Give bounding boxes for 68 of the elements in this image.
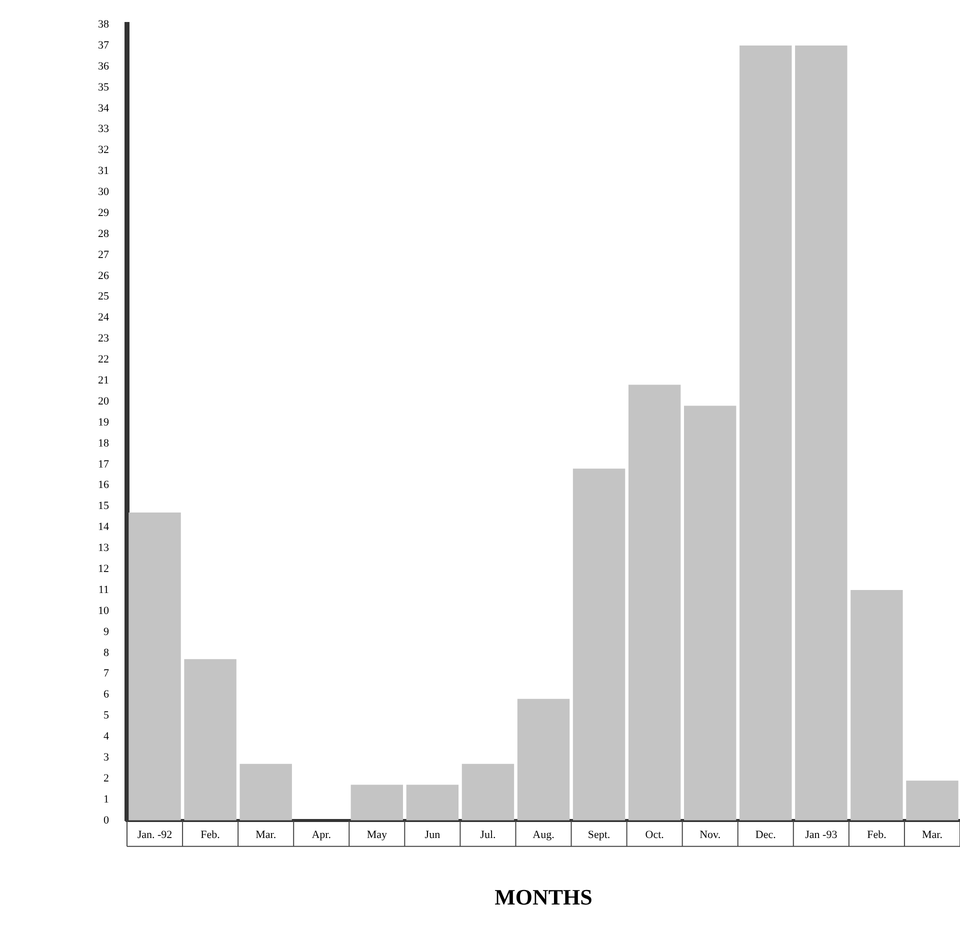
y-tick-label: 34 bbox=[98, 102, 110, 114]
y-tick-label: 36 bbox=[98, 60, 110, 72]
y-tick-label: 0 bbox=[104, 814, 110, 826]
bar bbox=[628, 384, 681, 820]
y-tick-label: 12 bbox=[98, 562, 109, 575]
y-tick-label: 18 bbox=[98, 437, 110, 450]
y-tick-label: 13 bbox=[98, 542, 110, 554]
bar bbox=[240, 764, 292, 820]
x-tick-label: Mar. bbox=[256, 828, 276, 841]
y-tick-label: 29 bbox=[98, 206, 110, 219]
y-tick-label: 32 bbox=[98, 144, 109, 156]
x-tick-label: Oct. bbox=[645, 828, 664, 841]
x-tick-label: Feb. bbox=[867, 828, 887, 841]
y-tick-label: 23 bbox=[98, 332, 110, 345]
y-tick-label: 26 bbox=[98, 270, 110, 282]
x-tick-label: Apr. bbox=[312, 828, 332, 841]
y-tick-label: 19 bbox=[98, 416, 110, 428]
y-tick-label: 15 bbox=[98, 500, 110, 512]
x-tick-label: Sept. bbox=[588, 828, 610, 841]
y-tick-label: 8 bbox=[104, 646, 110, 659]
y-tick-label: 14 bbox=[98, 521, 110, 534]
y-tick-label: 25 bbox=[98, 290, 110, 303]
y-tick-label: 9 bbox=[104, 626, 110, 638]
y-tick-label: 24 bbox=[98, 312, 110, 324]
x-tick-label: Feb. bbox=[200, 828, 220, 841]
y-tick-label: 5 bbox=[104, 710, 110, 722]
bar bbox=[795, 46, 848, 820]
y-tick-label: 3 bbox=[104, 751, 110, 764]
y-tick-label: 20 bbox=[98, 395, 110, 408]
x-tick-label: Jun bbox=[424, 828, 441, 841]
bar bbox=[406, 784, 459, 820]
bar bbox=[850, 590, 903, 820]
bar bbox=[684, 406, 736, 820]
y-tick-label: 7 bbox=[104, 668, 110, 680]
y-tick-label: 30 bbox=[98, 186, 110, 198]
bar bbox=[740, 46, 792, 820]
y-tick-label: 38 bbox=[98, 18, 110, 30]
x-tick-label: Nov. bbox=[700, 828, 721, 841]
bar bbox=[906, 780, 958, 820]
y-tick-label: 27 bbox=[98, 248, 110, 261]
y-tick-label: 22 bbox=[98, 354, 109, 366]
y-tick-label: 2 bbox=[104, 772, 109, 784]
x-tick-label: Jan. -92 bbox=[137, 828, 172, 841]
bar bbox=[462, 764, 514, 820]
y-tick-label: 28 bbox=[98, 228, 110, 240]
x-tick-label: May bbox=[366, 828, 388, 841]
x-tick-label: Dec. bbox=[755, 828, 776, 841]
bar bbox=[184, 659, 236, 820]
x-tick-label: Aug. bbox=[532, 828, 555, 841]
x-tick-label: Mar. bbox=[922, 828, 943, 841]
y-tick-label: 4 bbox=[104, 730, 110, 743]
y-tick-label: 17 bbox=[98, 458, 110, 470]
x-axis-title: MONTHS bbox=[494, 884, 592, 910]
bar bbox=[350, 784, 403, 820]
y-tick-label: 6 bbox=[104, 688, 110, 701]
y-tick-label: 31 bbox=[98, 165, 109, 178]
y-tick-label: 10 bbox=[98, 604, 110, 617]
y-tick-label: 16 bbox=[98, 479, 110, 492]
bar bbox=[517, 698, 570, 820]
x-tick-label: Jan -93 bbox=[805, 828, 838, 841]
x-tick-label: Jul. bbox=[480, 828, 496, 841]
y-tick-label: 1 bbox=[104, 793, 109, 806]
y-tick-label: 37 bbox=[98, 39, 110, 52]
y-tick-label: 21 bbox=[98, 374, 109, 387]
y-tick-label: 33 bbox=[98, 123, 110, 136]
y-tick-label: 11 bbox=[98, 584, 109, 596]
y-tick-label: 35 bbox=[98, 81, 110, 94]
bar bbox=[572, 468, 626, 820]
